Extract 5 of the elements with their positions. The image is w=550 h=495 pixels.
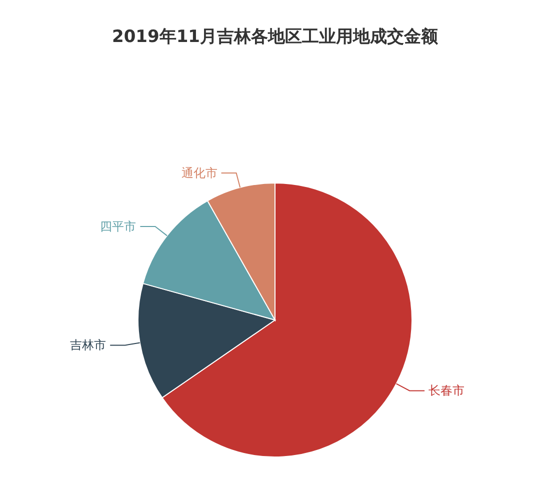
slice-label: 四平市 [100, 219, 136, 234]
slice-label: 吉林市 [70, 338, 106, 352]
chart-title: 2019年11月吉林各地区工业用地成交金额 [112, 27, 439, 47]
slice-label: 长春市 [428, 384, 465, 398]
slice-label: 通化市 [181, 166, 218, 180]
